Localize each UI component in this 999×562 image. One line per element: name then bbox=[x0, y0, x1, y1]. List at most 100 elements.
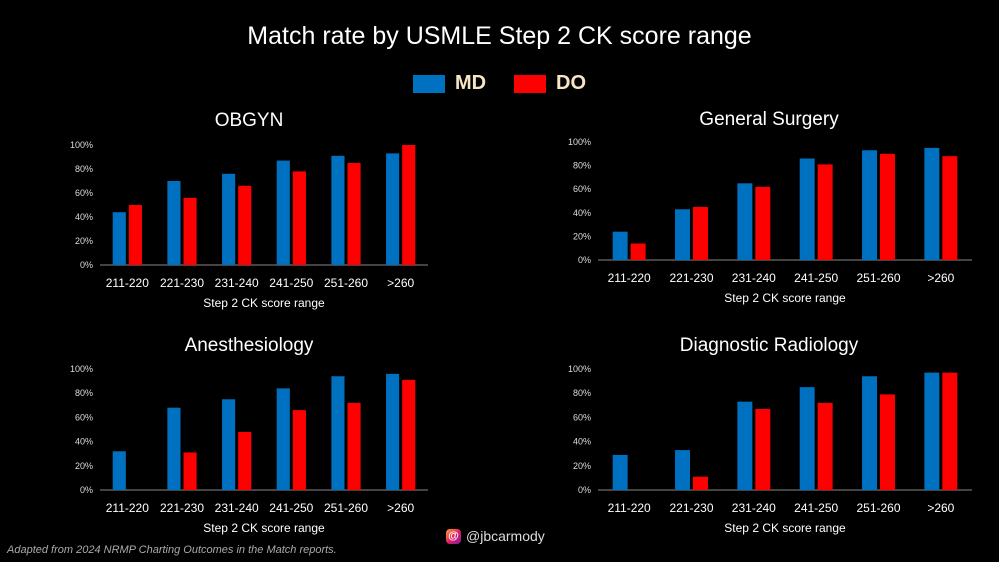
x-axis-title: Step 2 CK score range bbox=[724, 291, 846, 305]
x-axis-title: Step 2 CK score range bbox=[724, 521, 846, 535]
legend-label-do: DO bbox=[556, 72, 587, 94]
bar-md bbox=[737, 401, 753, 490]
bar-md bbox=[276, 160, 290, 265]
bar-do bbox=[942, 372, 958, 490]
x-tick-label: 211-220 bbox=[106, 501, 149, 515]
handle-text: @jbcarmody bbox=[466, 528, 545, 544]
x-tick-label: 241-250 bbox=[794, 501, 838, 515]
x-tick-label: 231-240 bbox=[732, 501, 776, 515]
y-tick-label: 80% bbox=[573, 388, 591, 398]
bar-md bbox=[222, 399, 236, 490]
bar-md bbox=[924, 372, 940, 490]
bar-md bbox=[167, 181, 181, 265]
y-tick-label: 60% bbox=[75, 188, 93, 198]
y-tick-label: 80% bbox=[75, 164, 93, 174]
legend: MD DO bbox=[0, 72, 999, 95]
bar-md bbox=[737, 183, 753, 260]
y-tick-label: 0% bbox=[578, 485, 591, 495]
x-tick-label: 221-230 bbox=[669, 501, 713, 515]
bar-do bbox=[817, 402, 833, 490]
bar-md bbox=[675, 450, 690, 490]
y-tick-label: 60% bbox=[75, 412, 93, 422]
x-tick-label: 231-240 bbox=[732, 271, 776, 285]
threads-icon: @ bbox=[446, 528, 461, 544]
y-tick-label: 100% bbox=[70, 140, 93, 150]
y-tick-label: 100% bbox=[568, 137, 591, 147]
bar-do bbox=[238, 185, 252, 265]
bar-md bbox=[167, 407, 181, 490]
bar-do bbox=[292, 171, 306, 265]
panel-title: Anesthesiology bbox=[185, 335, 314, 356]
x-tick-label: 241-250 bbox=[269, 501, 313, 515]
bar-md bbox=[386, 153, 400, 265]
bar-do bbox=[693, 476, 708, 490]
x-axis-title: Step 2 CK score range bbox=[203, 521, 325, 535]
x-tick-label: 251-260 bbox=[856, 501, 900, 515]
y-tick-label: 0% bbox=[80, 485, 93, 495]
y-tick-label: 60% bbox=[573, 184, 591, 194]
y-tick-label: 80% bbox=[573, 161, 591, 171]
x-tick-label: 211-220 bbox=[608, 271, 651, 285]
bar-md bbox=[799, 387, 815, 490]
x-tick-label: 211-220 bbox=[106, 276, 149, 290]
y-tick-label: 40% bbox=[75, 212, 93, 222]
chart-title: Match rate by USMLE Step 2 CK score rang… bbox=[247, 22, 752, 50]
bar-do bbox=[817, 164, 833, 260]
bar-md bbox=[612, 231, 628, 260]
legend-item-md: MD bbox=[412, 72, 486, 95]
x-tick-label: 251-260 bbox=[856, 271, 900, 285]
x-tick-label: >260 bbox=[927, 271, 954, 285]
bar-do bbox=[347, 163, 361, 265]
bar-do bbox=[183, 197, 197, 265]
source-footnote: Adapted from 2024 NRMP Charting Outcomes… bbox=[7, 544, 337, 556]
y-tick-label: 40% bbox=[573, 208, 591, 218]
y-tick-label: 100% bbox=[70, 364, 93, 374]
bar-md bbox=[862, 376, 877, 490]
bar-md bbox=[222, 173, 236, 265]
x-tick-label: 241-250 bbox=[794, 271, 838, 285]
legend-swatch-md bbox=[412, 74, 445, 93]
x-tick-label: >260 bbox=[387, 276, 414, 290]
y-tick-label: 80% bbox=[75, 388, 93, 398]
panel-title: Diagnostic Radiology bbox=[680, 335, 859, 356]
x-tick-label: 221-230 bbox=[669, 271, 713, 285]
y-tick-label: 40% bbox=[75, 437, 93, 447]
bar-md bbox=[331, 376, 345, 490]
x-tick-label: >260 bbox=[927, 501, 954, 515]
bar-do bbox=[183, 452, 197, 490]
y-tick-label: 100% bbox=[568, 364, 591, 374]
x-tick-label: 241-250 bbox=[269, 276, 313, 290]
y-tick-label: 60% bbox=[573, 412, 591, 422]
bar-md bbox=[924, 147, 940, 260]
author-handle: @ @jbcarmody bbox=[446, 528, 545, 544]
bar-do bbox=[347, 402, 361, 490]
x-tick-label: 221-230 bbox=[160, 276, 204, 290]
y-tick-label: 20% bbox=[573, 461, 591, 471]
bar-md bbox=[862, 150, 877, 260]
x-tick-label: 231-240 bbox=[215, 501, 259, 515]
bar-do bbox=[880, 153, 895, 260]
bar-do bbox=[880, 394, 895, 490]
bar-do bbox=[402, 379, 416, 490]
bar-do bbox=[942, 156, 958, 260]
bar-do bbox=[292, 410, 306, 490]
y-tick-label: 0% bbox=[578, 255, 591, 265]
x-tick-label: >260 bbox=[387, 501, 414, 515]
bar-do bbox=[128, 205, 142, 265]
x-tick-label: 211-220 bbox=[608, 501, 651, 515]
y-tick-label: 0% bbox=[80, 260, 93, 270]
bar-md bbox=[675, 209, 690, 260]
bar-do bbox=[755, 408, 771, 490]
bar-do bbox=[630, 243, 646, 260]
legend-item-do: DO bbox=[514, 72, 586, 95]
y-tick-label: 40% bbox=[573, 437, 591, 447]
x-axis-title: Step 2 CK score range bbox=[203, 296, 325, 310]
bar-md bbox=[386, 373, 400, 490]
bar-md bbox=[276, 388, 290, 490]
bar-do bbox=[755, 186, 771, 260]
bar-do bbox=[238, 431, 252, 490]
y-tick-label: 20% bbox=[75, 461, 93, 471]
x-tick-label: 231-240 bbox=[215, 276, 259, 290]
bar-md bbox=[112, 451, 126, 490]
bar-md bbox=[331, 155, 345, 265]
